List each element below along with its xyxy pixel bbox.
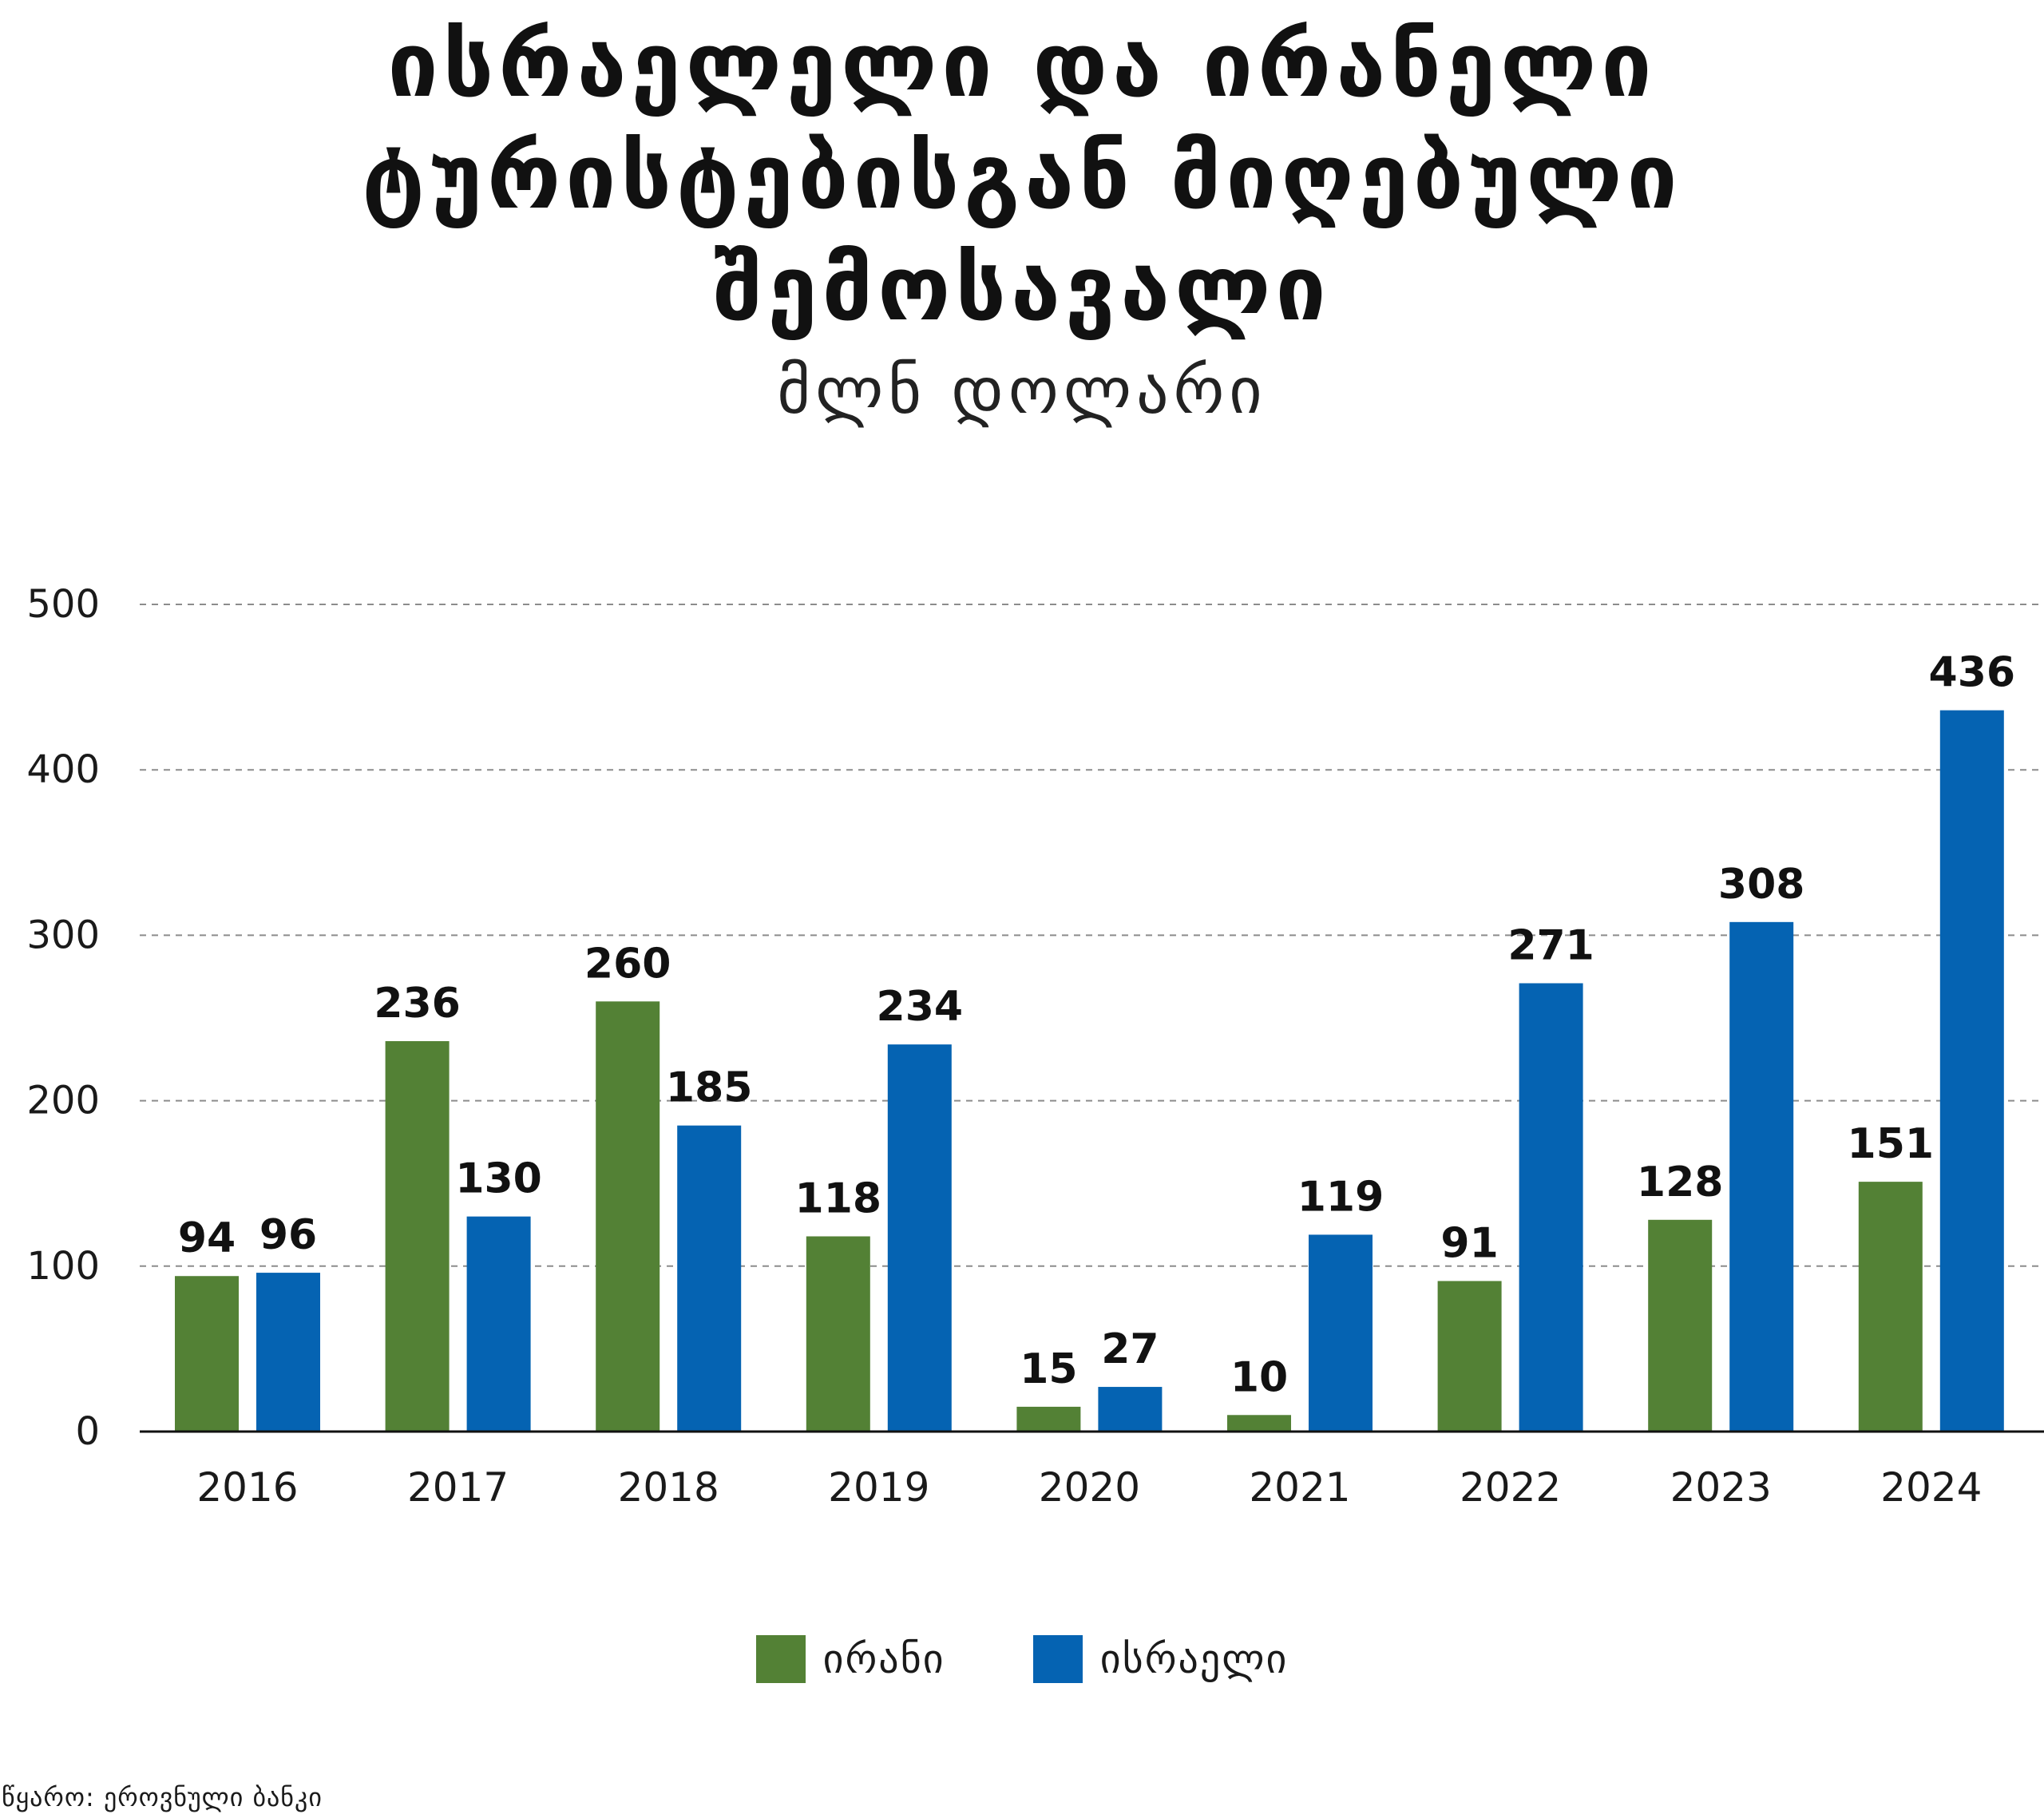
bar-iran-2021 <box>1227 1415 1291 1432</box>
bar-iran-2017 <box>385 1041 450 1432</box>
data-label-israel-2018: 185 <box>666 1064 753 1112</box>
legend-item-iran: ირანი <box>755 1635 945 1683</box>
data-label-iran-2021: 10 <box>1230 1353 1288 1401</box>
x-tick-label-2021: 2021 <box>1249 1464 1350 1511</box>
bar-iran-2020 <box>1016 1406 1081 1432</box>
data-label-iran-2018: 260 <box>584 940 671 988</box>
y-tick-label-500: 500 <box>26 582 100 627</box>
x-tick-label-2023: 2023 <box>1670 1464 1772 1511</box>
bar-iran-2022 <box>1437 1281 1502 1432</box>
data-label-iran-2022: 91 <box>1440 1219 1498 1267</box>
bar-iran-2016 <box>175 1276 239 1432</box>
legend: ირანი ისრაელი <box>0 1635 2044 1683</box>
legend-label-iran: ირანი <box>822 1636 945 1682</box>
data-label-israel-2019: 234 <box>877 983 964 1031</box>
bar-israel-2020 <box>1098 1387 1163 1432</box>
bar-iran-2018 <box>596 1001 660 1432</box>
data-label-iran-2020: 15 <box>1020 1345 1077 1393</box>
y-tick-label-0: 0 <box>75 1409 100 1454</box>
x-tick-label-2016: 2016 <box>196 1464 298 1511</box>
title-block: ისრაელელი და ირანელი ტურისტებისგან მიღებ… <box>0 0 2044 431</box>
y-tick-label-300: 300 <box>26 913 100 957</box>
y-axis-ticks: 0 100 200 300 400 500 <box>26 582 100 1454</box>
bar-israel-2022 <box>1519 983 1583 1432</box>
chart-title-line-1: ისრაელელი და ირანელი <box>387 14 1657 117</box>
x-axis-ticks: 2016 2017 2018 2019 2020 2021 2022 2023 2024 <box>196 1464 1982 1511</box>
data-label-israel-2022: 271 <box>1507 921 1594 969</box>
bar-israel-2019 <box>887 1044 952 1432</box>
x-tick-label-2019: 2019 <box>828 1464 929 1511</box>
x-tick-label-2020: 2020 <box>1039 1464 1140 1511</box>
data-label-israel-2023: 308 <box>1718 861 1805 909</box>
x-tick-label-2018: 2018 <box>618 1464 719 1511</box>
bar-iran-2023 <box>1648 1219 1713 1432</box>
data-label-israel-2017: 130 <box>455 1155 542 1203</box>
y-tick-label-400: 400 <box>26 747 100 792</box>
bar-israel-2016 <box>256 1273 320 1432</box>
bars <box>175 710 2004 1432</box>
legend-label-israel: ისრაელი <box>1099 1636 1289 1682</box>
y-tick-label-200: 200 <box>26 1079 100 1123</box>
chart-title-line-2: ტურისტებისგან მიღებული <box>362 125 1682 229</box>
y-tick-label-100: 100 <box>26 1244 100 1289</box>
bar-israel-2018 <box>677 1125 742 1432</box>
bar-iran-2019 <box>806 1236 870 1432</box>
data-label-israel-2016: 96 <box>259 1211 317 1259</box>
data-label-israel-2021: 119 <box>1297 1173 1384 1221</box>
data-label-israel-2024: 436 <box>1929 649 2016 697</box>
bar-israel-2021 <box>1309 1234 1373 1432</box>
data-label-iran-2017: 236 <box>374 980 461 1028</box>
legend-swatch-iran <box>755 1635 806 1683</box>
data-label-iran-2024: 151 <box>1848 1120 1935 1168</box>
chart-subtitle: მლნ დოლარი <box>777 354 1267 428</box>
data-label-israel-2020: 27 <box>1101 1325 1159 1373</box>
bar-iran-2024 <box>1858 1182 1923 1432</box>
data-label-iran-2019: 118 <box>795 1175 882 1223</box>
x-tick-label-2024: 2024 <box>1880 1464 1982 1511</box>
legend-item-israel: ისრაელი <box>1032 1635 1289 1683</box>
x-tick-label-2022: 2022 <box>1460 1464 1561 1511</box>
data-label-iran-2016: 94 <box>178 1214 236 1262</box>
chart-title-line-3: შემოსავალი <box>713 237 1331 341</box>
gridlines <box>140 604 2044 1267</box>
data-labels: 94 96 236 130 260 185 118 234 15 27 10 119 91 271 128 3… <box>178 649 2015 1402</box>
bar-israel-2017 <box>466 1216 531 1432</box>
bar-israel-2024 <box>1939 710 2004 1432</box>
data-label-iran-2023: 128 <box>1637 1159 1724 1206</box>
bar-israel-2023 <box>1729 921 1794 1432</box>
source-note: წყარო: ეროვნული ბანკი <box>2 1782 323 1812</box>
legend-swatch-israel <box>1032 1635 1083 1683</box>
x-tick-label-2017: 2017 <box>407 1464 509 1511</box>
